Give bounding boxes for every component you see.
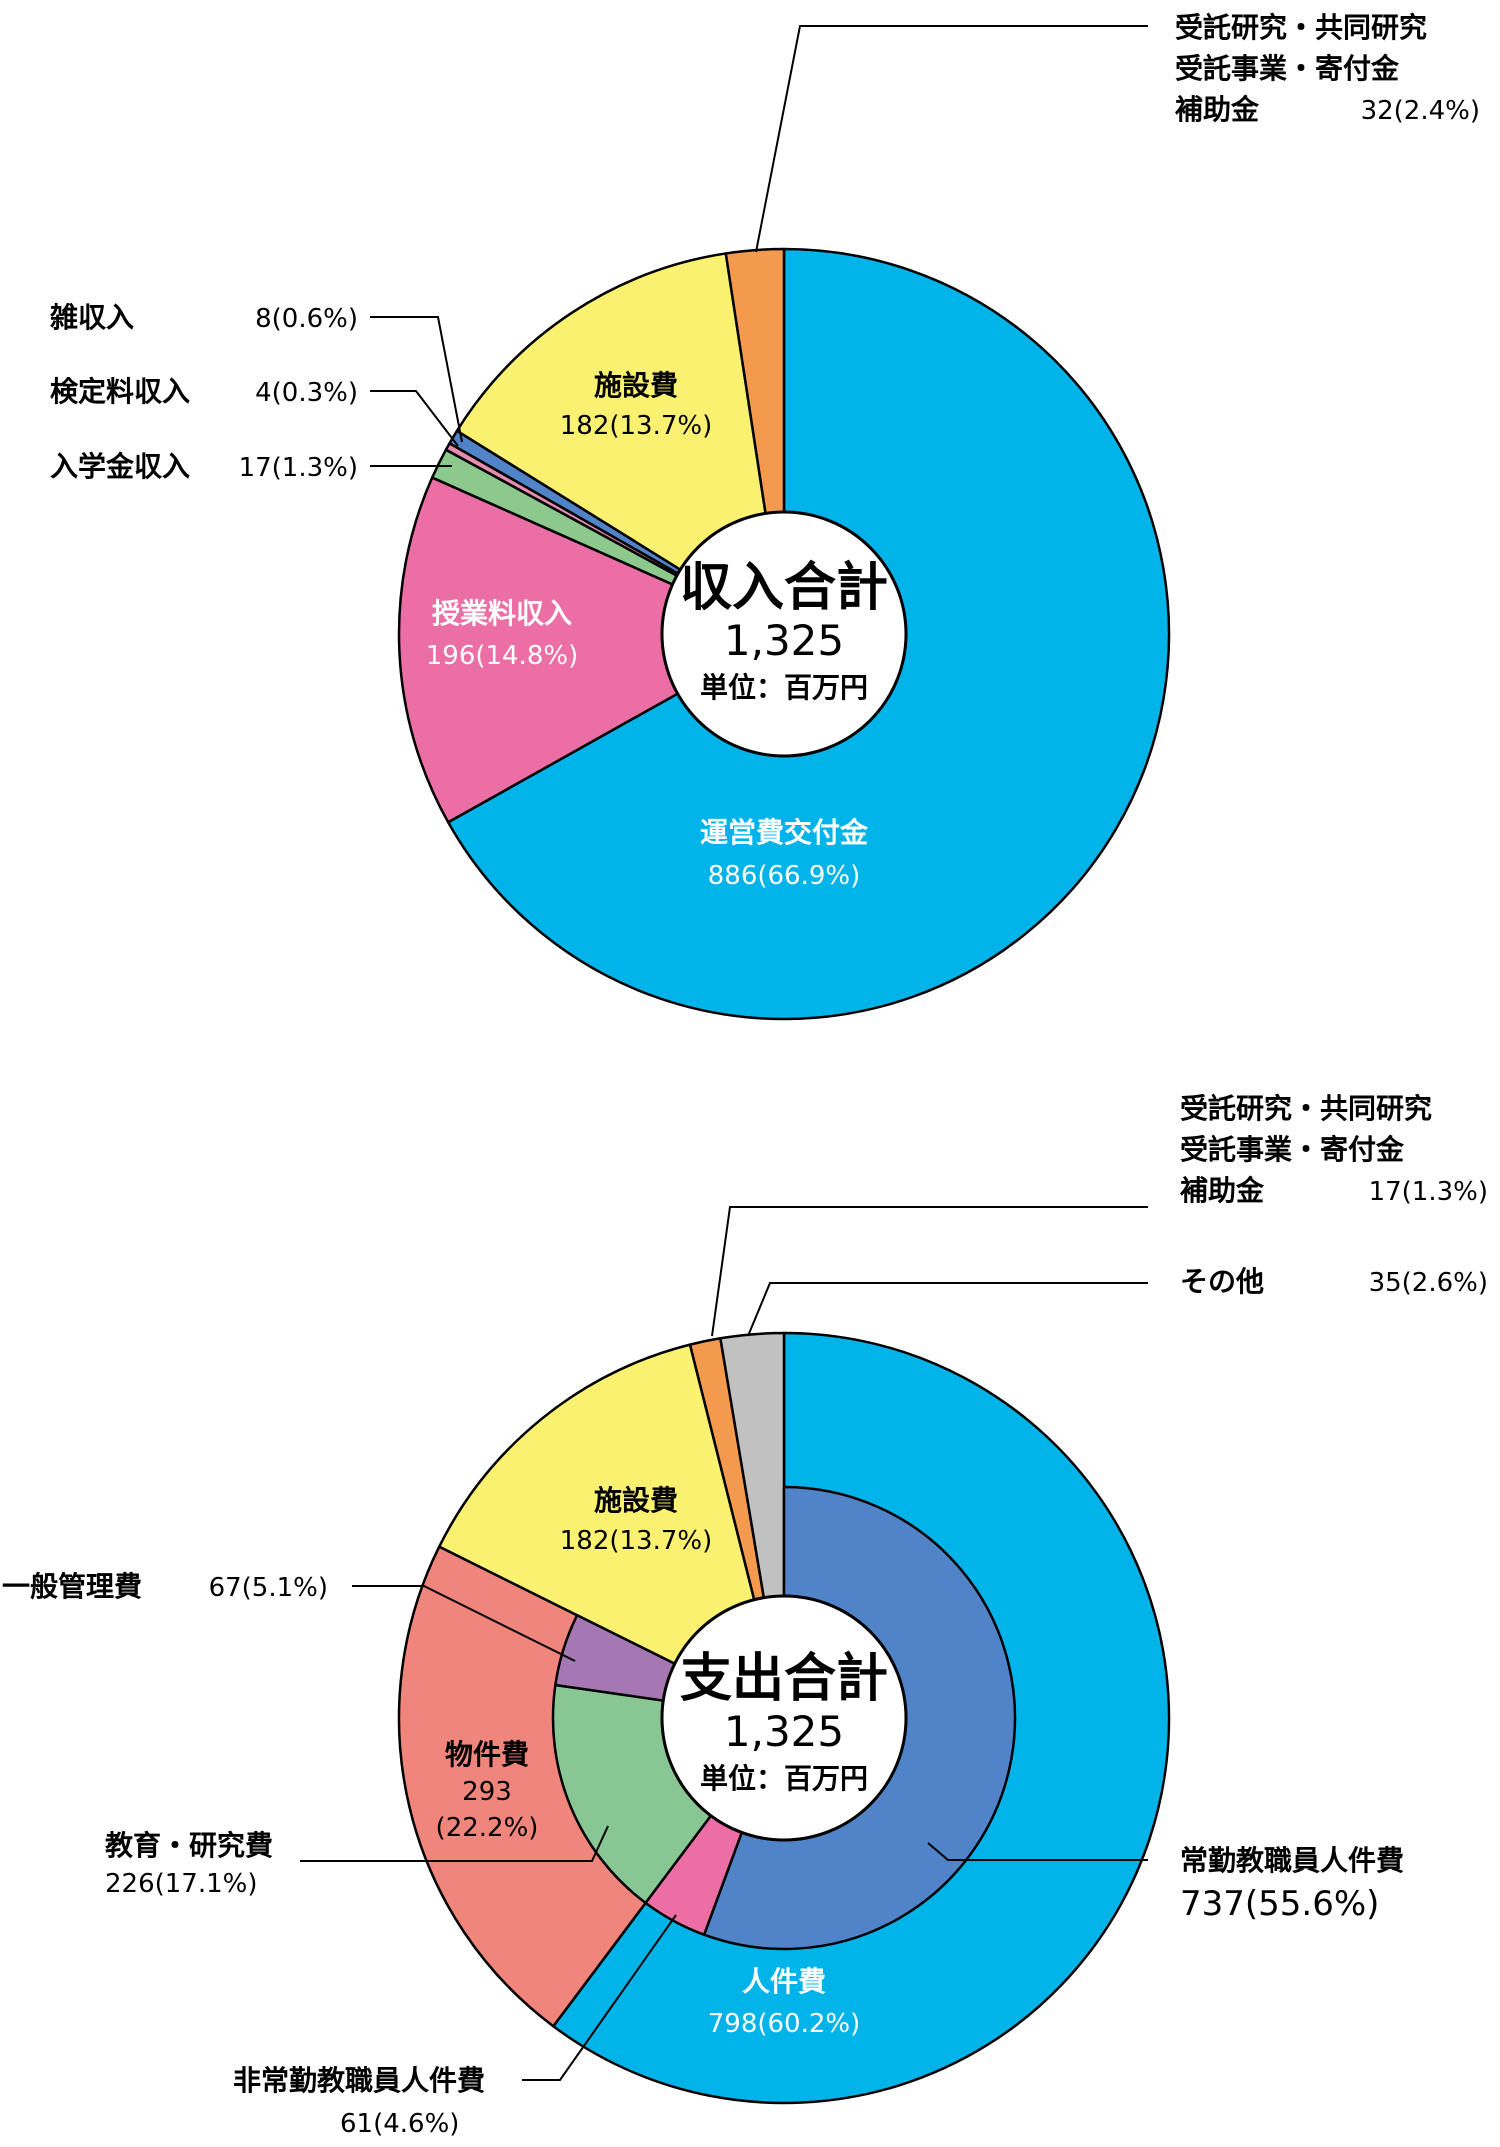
income-label-jutaku-line2: 受託事業・寄付金	[1175, 52, 1400, 85]
income-label-kentei-name: 検定料収入	[50, 375, 190, 408]
expense-leader-lines	[300, 1206, 1148, 2081]
expense-label-jutaku-value: 17(1.3%)	[1369, 1177, 1488, 1207]
expense-label-jutaku-line3: 補助金	[1179, 1174, 1265, 1207]
income-label-nyugaku-value: 17(1.3%)	[239, 453, 358, 483]
income-label-jugyoryo-name: 授業料収入	[432, 597, 572, 630]
expense-center-total: 1,325	[724, 1707, 844, 1756]
expense-label-bukken-value2: (22.2%)	[436, 1813, 539, 1843]
expense-chart: 支出合計 1,325 単位：百万円 人件費 798(60.2%) 施設費 182…	[2, 1092, 1488, 2139]
income-label-kentei-value: 4(0.3%)	[255, 378, 358, 408]
expense-leader-kyoiku	[300, 1825, 609, 1862]
expense-label-jutaku-line1: 受託研究・共同研究	[1180, 1092, 1432, 1125]
expense-label-bukken-name: 物件費	[445, 1738, 529, 1771]
income-leader-jutaku	[755, 25, 1148, 253]
expense-label-jinken-name: 人件費	[742, 1965, 826, 1998]
expense-label-shisetsu-value: 182(13.7%)	[560, 1526, 713, 1556]
income-label-jutaku-line3: 補助金	[1174, 93, 1260, 126]
income-leader-kentei	[370, 390, 459, 447]
income-slice-1	[397, 476, 786, 824]
income-label-shisetsu-value: 182(13.7%)	[560, 411, 713, 441]
expense-label-jutaku-line2: 受託事業・寄付金	[1180, 1133, 1405, 1166]
income-chart: 収入合計 1,325 単位：百万円 運営費交付金 886(66.9%) 授業料収…	[49, 11, 1480, 1021]
income-label-unei-name: 運営費交付金	[700, 816, 869, 849]
expense-label-jokin-name: 常勤教職員人件費	[1180, 1844, 1404, 1877]
expense-outer-slice-2	[437, 1343, 786, 1720]
expense-leader-hijokin	[522, 1914, 677, 2081]
income-leader-lines	[370, 25, 1148, 467]
income-label-jutaku-line1: 受託研究・共同研究	[1175, 11, 1427, 44]
expense-leader-jutaku	[711, 1206, 1148, 1337]
income-label-shisetsu-name: 施設費	[594, 369, 678, 402]
income-label-nyugaku-name: 入学金収入	[50, 450, 190, 483]
expense-label-ippan-name: 一般管理費	[2, 1570, 142, 1603]
income-slice-5	[455, 252, 786, 636]
expense-label-ippan-value: 67(5.1%)	[209, 1573, 328, 1603]
expense-label-sonota-value: 35(2.6%)	[1369, 1268, 1488, 1298]
expense-label-jokin-value: 737(55.6%)	[1180, 1884, 1379, 1924]
expense-leader-ippan	[352, 1585, 576, 1662]
expense-label-jinken-value: 798(60.2%)	[708, 2009, 861, 2039]
expense-label-bukken-value1: 293	[462, 1777, 512, 1807]
expense-leader-jokin	[927, 1842, 1148, 1861]
expense-label-kyoiku-value: 226(17.1%)	[105, 1869, 258, 1899]
income-center-total: 1,325	[724, 616, 844, 665]
expense-center-unit: 単位：百万円	[700, 1762, 868, 1795]
expense-label-hijokin-value: 61(4.6%)	[340, 2109, 459, 2139]
expense-center-title: 支出合計	[680, 1649, 888, 1709]
expense-label-sonota-name: その他	[1180, 1265, 1264, 1298]
income-label-jutaku-value: 32(2.4%)	[1361, 96, 1480, 126]
income-center-unit: 単位：百万円	[700, 671, 868, 704]
income-label-unei-value: 886(66.9%)	[708, 861, 861, 891]
income-center-circle	[660, 510, 908, 758]
expense-label-shisetsu-name: 施設費	[594, 1484, 678, 1517]
income-label-zatsu-name: 雑収入	[49, 301, 134, 334]
expense-label-kyoiku-name: 教育・研究費	[105, 1829, 273, 1862]
income-label-jugyoryo-value: 196(14.8%)	[426, 641, 579, 671]
expense-label-hijokin-name: 非常勤教職員人件費	[233, 2064, 485, 2097]
expense-center-circle	[660, 1594, 908, 1842]
income-center-title: 収入合計	[680, 558, 888, 618]
expense-leader-sonota	[747, 1282, 1148, 1337]
income-leader-zatsu	[370, 316, 463, 443]
income-label-zatsu-value: 8(0.6%)	[255, 304, 358, 334]
